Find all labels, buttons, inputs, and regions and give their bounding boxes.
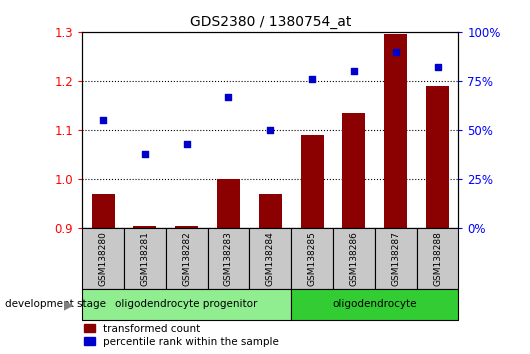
Point bbox=[392, 48, 400, 54]
Bar bbox=[250, 228, 291, 289]
Bar bbox=[417, 228, 458, 289]
Text: GSM138288: GSM138288 bbox=[433, 232, 442, 286]
Bar bbox=[82, 228, 124, 289]
Text: GSM138282: GSM138282 bbox=[182, 232, 191, 286]
Text: GSM138283: GSM138283 bbox=[224, 232, 233, 286]
Bar bbox=[259, 194, 282, 228]
Bar bbox=[426, 86, 449, 228]
Point bbox=[434, 64, 442, 70]
Bar bbox=[208, 228, 250, 289]
Bar bbox=[166, 228, 208, 289]
Text: oligodendrocyte: oligodendrocyte bbox=[333, 299, 417, 309]
Point bbox=[140, 151, 149, 156]
Title: GDS2380 / 1380754_at: GDS2380 / 1380754_at bbox=[190, 16, 351, 29]
Bar bbox=[291, 289, 458, 320]
Text: GSM138280: GSM138280 bbox=[99, 232, 108, 286]
Text: GSM138287: GSM138287 bbox=[391, 232, 400, 286]
Point bbox=[182, 141, 191, 147]
Text: oligodendrocyte progenitor: oligodendrocyte progenitor bbox=[116, 299, 258, 309]
Point bbox=[308, 76, 316, 82]
Text: GSM138286: GSM138286 bbox=[349, 232, 358, 286]
Text: development stage: development stage bbox=[5, 299, 107, 309]
Bar bbox=[92, 194, 114, 228]
Bar bbox=[291, 228, 333, 289]
Bar bbox=[134, 226, 156, 228]
Bar bbox=[82, 289, 291, 320]
Point bbox=[224, 94, 233, 99]
Text: GSM138285: GSM138285 bbox=[307, 232, 316, 286]
Text: GSM138284: GSM138284 bbox=[266, 232, 275, 286]
Bar bbox=[217, 179, 240, 228]
Point bbox=[266, 127, 275, 133]
Point bbox=[350, 68, 358, 74]
Text: GSM138281: GSM138281 bbox=[140, 232, 149, 286]
Bar bbox=[375, 228, 417, 289]
Bar bbox=[124, 228, 166, 289]
Bar bbox=[342, 113, 365, 228]
Legend: transformed count, percentile rank within the sample: transformed count, percentile rank withi… bbox=[82, 321, 281, 349]
Text: ▶: ▶ bbox=[64, 298, 74, 311]
Bar bbox=[384, 34, 407, 228]
Point bbox=[99, 118, 107, 123]
Bar bbox=[333, 228, 375, 289]
Bar bbox=[301, 135, 324, 228]
Bar bbox=[175, 226, 198, 228]
